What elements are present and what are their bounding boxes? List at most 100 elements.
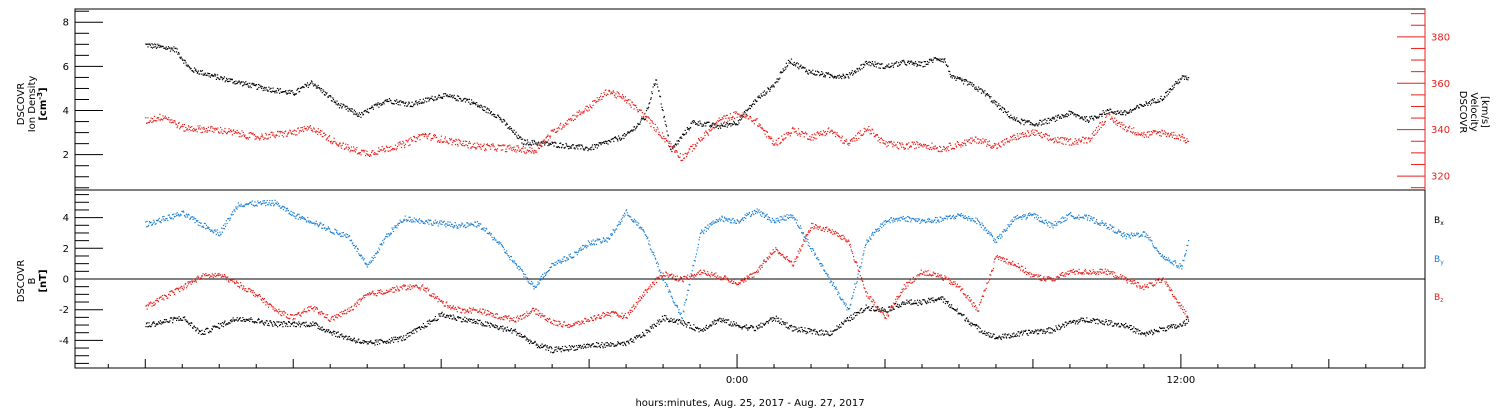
bottom-Bx-point [665,315,667,317]
top-velocity-point [1014,137,1016,139]
bottom-Bx-point [486,325,488,327]
top-velocity-point [974,141,976,143]
bottom-Bx-point [283,321,285,323]
top-velocity-point [250,132,252,134]
top-velocity-point [355,149,357,151]
bottom-Bx-point [388,338,390,340]
top-density-point [867,61,869,63]
bottom-By-point [179,215,181,217]
bottom-By-point [215,233,217,235]
bottom-Bx-point [1121,324,1123,326]
top-density-point [914,61,917,63]
bottom-Bx-point [500,326,503,328]
top-velocity-point [523,150,525,153]
bottom-By-point [263,202,265,204]
top-velocity-point [247,137,249,139]
top-density-point [711,125,713,128]
top-velocity-point [866,129,868,131]
top-density-point [195,68,197,70]
top-density-point [958,78,961,80]
bottom-Bx-point [241,320,243,322]
bottom-Bx-point [1056,327,1058,329]
bottom-By-point [203,226,205,228]
bottom-By-point [316,223,318,225]
top-density-point [1187,79,1189,81]
top-density-point [727,124,729,126]
top-velocity-point [982,138,984,140]
bottom-Bx-point [1014,334,1016,336]
top-velocity-point [624,96,626,98]
bottom-Bx-point [1006,337,1008,339]
top-velocity-point [990,147,992,149]
top-velocity-point [1113,121,1115,124]
top-velocity-point [1130,131,1132,133]
bottom-Bx-point [1125,326,1127,328]
bottom-Bx-point [1070,320,1072,322]
bottom-Bx-point [604,346,606,348]
top-velocity-point [344,148,346,150]
top-density-point [1136,104,1138,107]
top-density-point [597,145,600,147]
top-velocity-point [674,149,676,152]
top-density-point [524,139,526,142]
top-velocity-point [200,132,202,134]
bottom-By-point [158,217,160,219]
bottom-Bx-point [733,321,735,323]
bottom-By-point [329,230,331,232]
top-density-point [517,138,519,140]
top-density-point [1179,81,1181,83]
top-velocity-point [553,128,556,130]
top-density-point [351,108,353,110]
top-velocity-point [1075,143,1077,145]
top-velocity-point [1095,133,1097,135]
top-velocity-point [781,135,783,137]
bottom-Bx-point [913,302,915,305]
bottom-By-point [259,201,262,203]
bottom-By-point [260,204,262,206]
top-velocity-point [411,139,413,141]
top-velocity-point [377,150,379,152]
bottom-Bx-point [400,335,402,337]
top-density-point [1163,95,1166,98]
bottom-Bx-point [676,318,678,321]
top-velocity-point [1138,134,1140,136]
top-velocity-point [221,129,223,131]
top-density-point [1041,121,1043,123]
bottom-Bx-point [366,343,368,345]
bottom-Bx-point [568,350,570,352]
bottom-Bx-point [1175,324,1177,326]
top-velocity-point [445,141,447,143]
bottom-Bx-point [230,321,232,323]
bottom-Bx-point [365,341,367,343]
top-density-point [849,74,851,76]
bottom-Bx-point [646,332,648,334]
top-velocity-point [1117,122,1120,124]
bottom-Bx-point [244,318,246,321]
bottom-Bx-point [925,302,927,304]
top-density-point [165,46,167,48]
top-velocity-point [597,100,599,102]
bottom-Bx-point [482,323,484,325]
bottom-Bx-point [755,325,758,327]
bottom-By-point [246,203,248,205]
top-velocity-point [218,132,220,134]
bottom-Bx-point [227,322,229,324]
top-density-point [407,103,409,105]
top-velocity-point [733,117,736,119]
top-density-point [649,102,651,104]
bottom-Bx-point [904,303,906,305]
top-velocity-point [534,149,536,151]
bottom-Bx-point [1133,326,1135,328]
top-velocity-point [721,116,723,119]
bottom-Bx-point [1105,320,1107,323]
bottom-By-point [321,227,323,229]
top-density-point [498,115,500,117]
top-density-point [486,107,488,109]
top-velocity-point [1034,129,1036,131]
top-density-point [1164,96,1166,98]
top-velocity-point [786,132,788,134]
top-velocity-point [972,140,974,142]
top-velocity-point [1119,126,1121,128]
bottom-Bx-point [300,324,302,326]
bottom-Bx-point [906,299,908,301]
